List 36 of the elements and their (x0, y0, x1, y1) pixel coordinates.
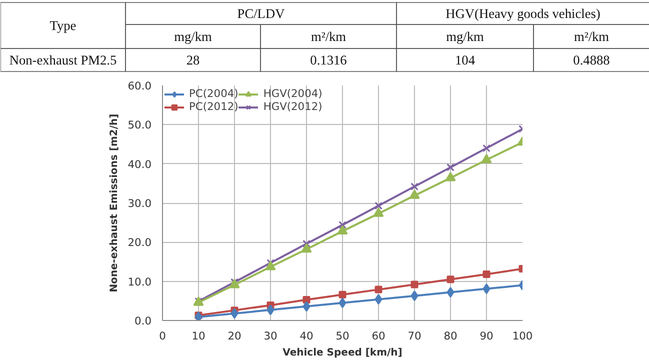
text: 0.1316 (310, 52, 348, 68)
text: Non-exhaust PM2.5 (9, 52, 118, 68)
text: 0.4888 (573, 52, 610, 68)
x-tick-label: 60 (372, 330, 386, 342)
legend-label: HGV(2012) (263, 100, 322, 113)
y-tick-label: 20.0 (128, 236, 152, 250)
x-tick-label: 40 (300, 330, 314, 342)
y-tick-label: 10.0 (128, 275, 152, 288)
x-tick-label: 80 (444, 330, 458, 342)
x-tick-label: 10 (192, 330, 206, 342)
y-tick-label: 50.0 (128, 118, 152, 132)
text: PC/LDV (237, 6, 286, 21)
text: HGV(Heavy goods vehicles) (446, 6, 600, 21)
legend-label: PC(2004) (189, 87, 238, 100)
x-tick-label: 70 (408, 330, 422, 342)
y-tick-label: 0.0 (134, 314, 152, 328)
x-axis-title: Vehicle Speed [km/h] (282, 348, 402, 358)
x-tick-label: 0 (159, 330, 166, 342)
x-tick-label: 50 (336, 330, 350, 342)
text: m²/km (310, 29, 347, 44)
x-tick-label: 20 (228, 330, 242, 342)
y-tick-label: 30.0 (128, 197, 152, 210)
y-axis-title: None-exhaust Emissions [m2/h] (108, 114, 120, 292)
text: 28 (186, 52, 200, 68)
y-tick-label: 40.0 (128, 158, 152, 171)
text: 104 (455, 52, 476, 68)
text: mg/km (174, 29, 213, 44)
y-tick-label: 60.0 (128, 80, 152, 92)
x-tick-label: 90 (480, 330, 494, 342)
text: Type (50, 18, 76, 33)
text: mg/km (446, 29, 485, 44)
x-tick-label: 30 (264, 330, 278, 342)
legend-label: PC(2012) (189, 100, 238, 113)
x-tick-label: 100 (512, 330, 533, 342)
legend-label: HGV(2004) (263, 87, 322, 100)
text: m²/km (574, 29, 610, 44)
